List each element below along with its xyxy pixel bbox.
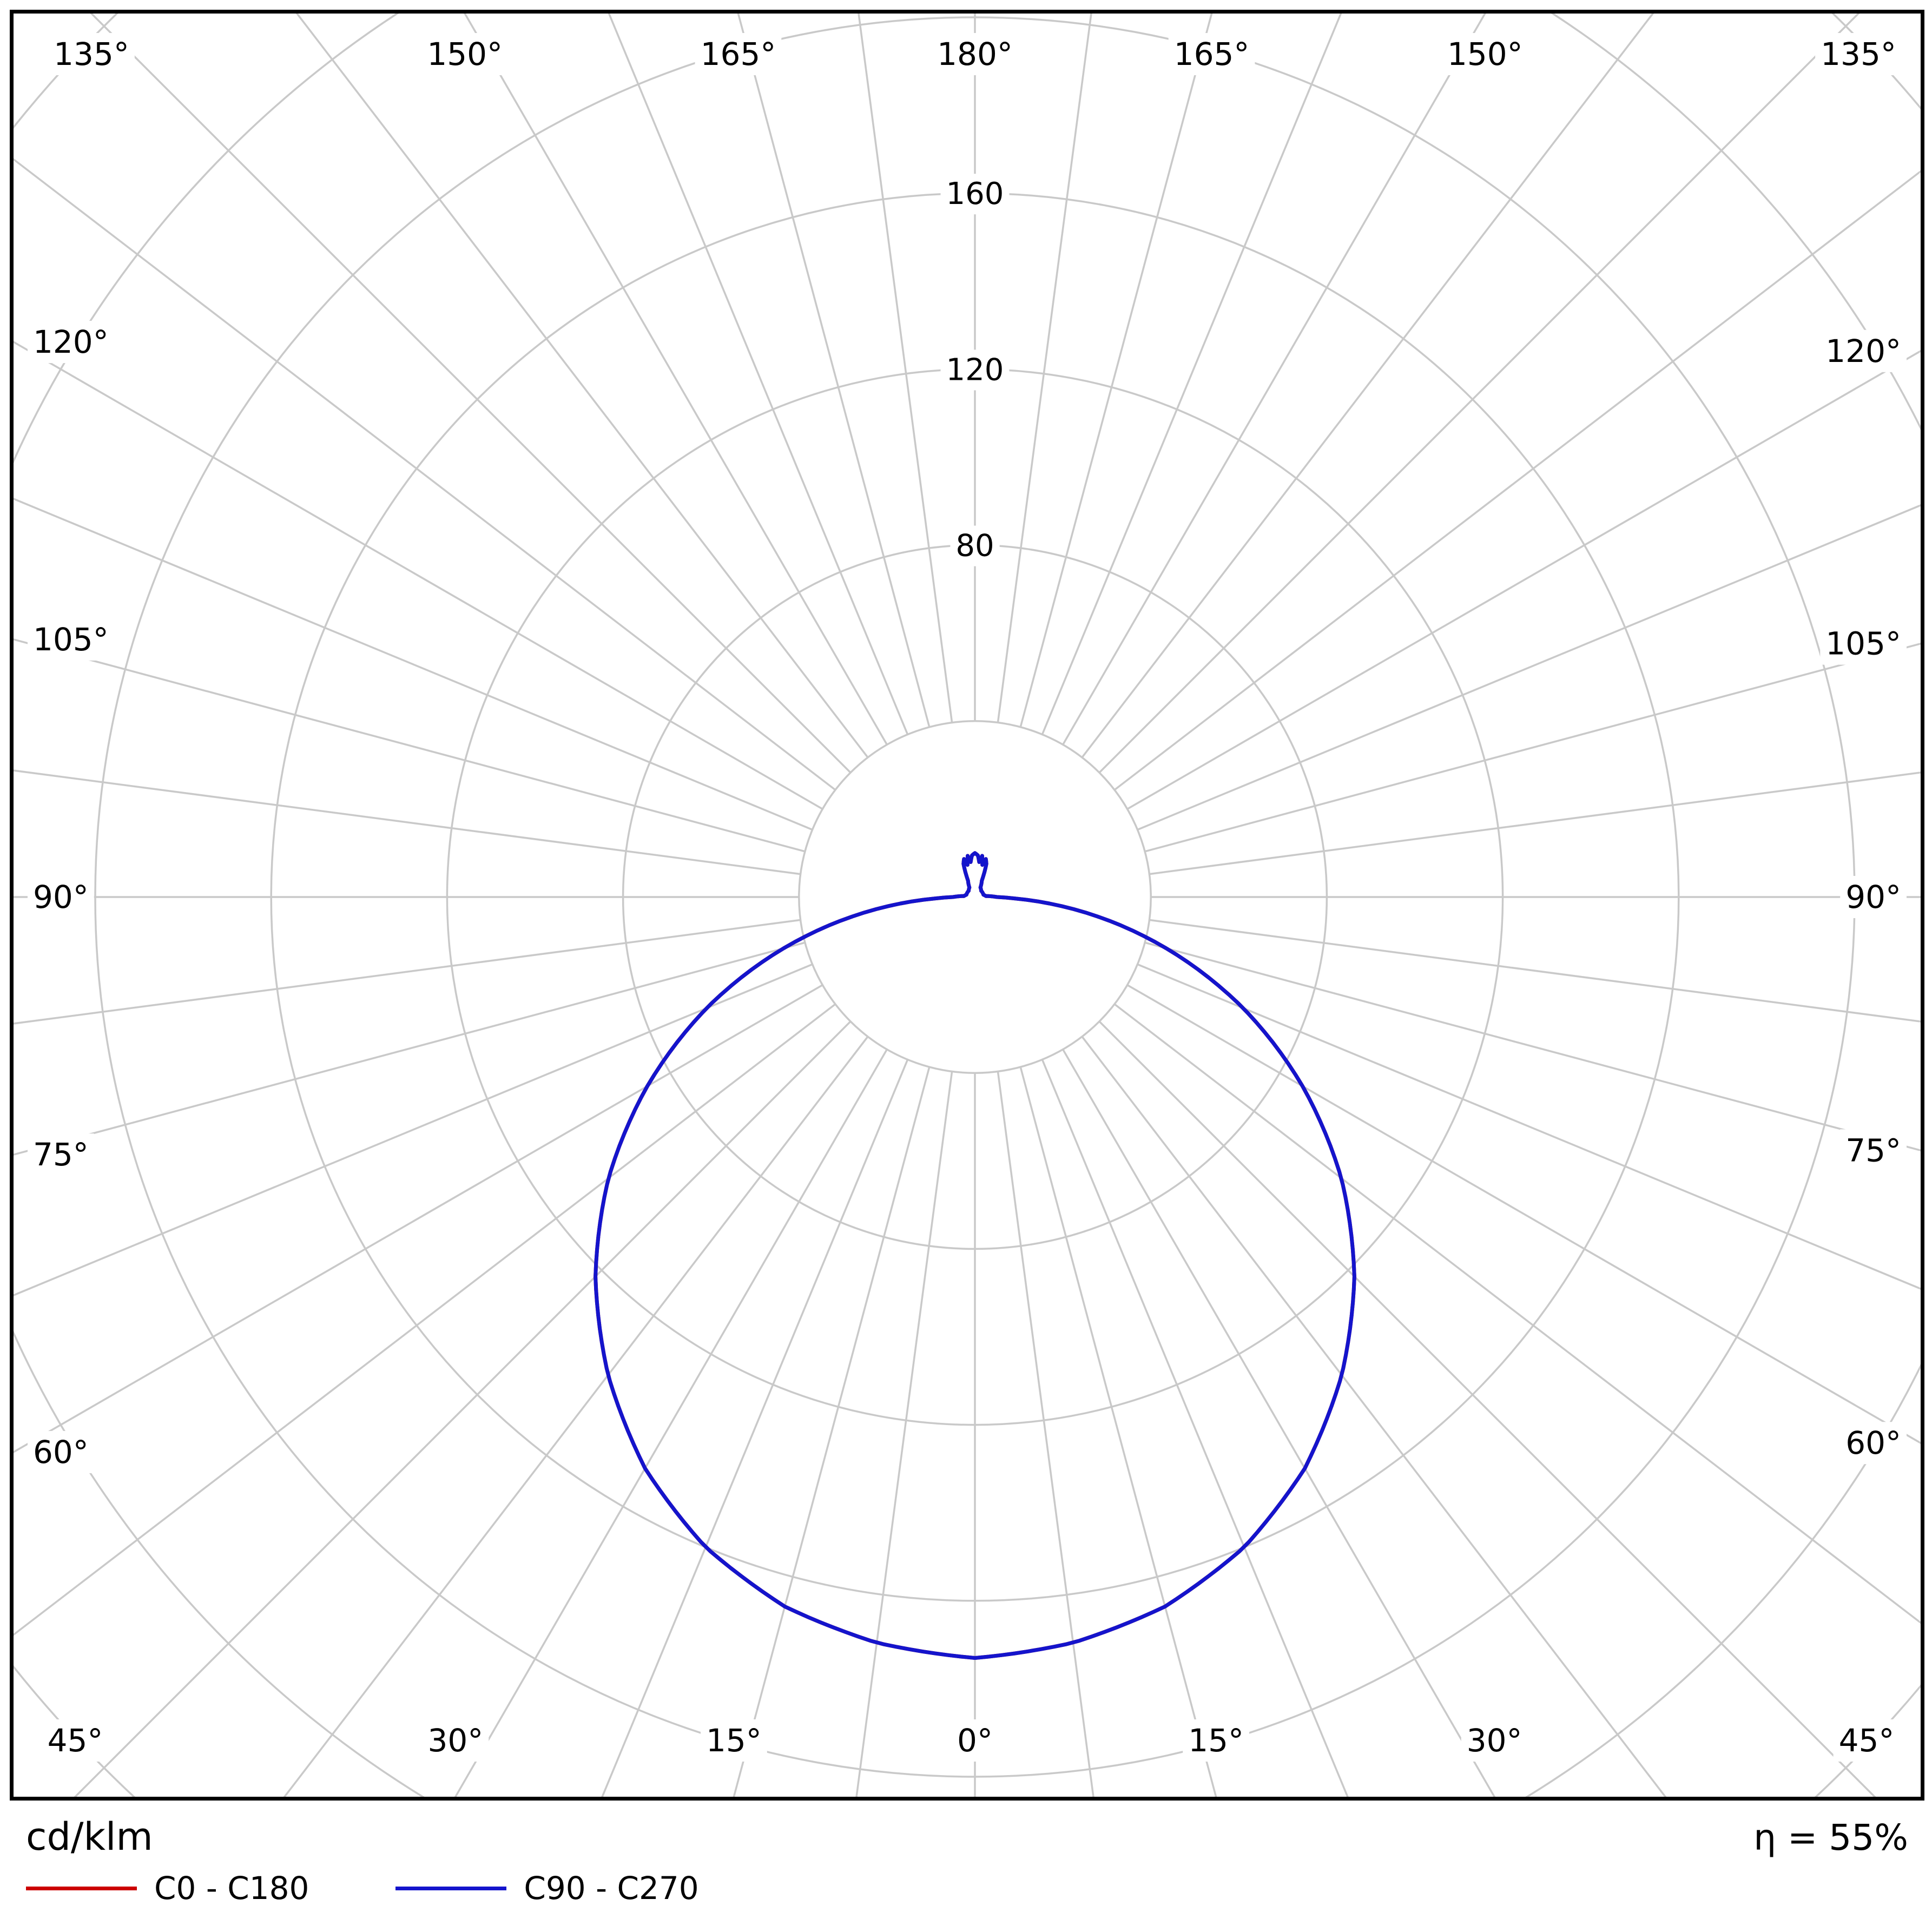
svg-text:75°: 75° — [33, 1136, 89, 1173]
legend: C0 - C180 C90 - C270 — [10, 1859, 1924, 1907]
svg-text:120: 120 — [946, 352, 1004, 387]
svg-text:60°: 60° — [1845, 1425, 1901, 1461]
units-label: cd/klm — [26, 1815, 153, 1859]
red-line-swatch-icon — [26, 1886, 137, 1890]
svg-text:135°: 135° — [54, 36, 129, 72]
svg-text:150°: 150° — [427, 36, 503, 72]
svg-text:80: 80 — [955, 529, 994, 564]
svg-text:30°: 30° — [1467, 1722, 1522, 1759]
svg-text:120°: 120° — [1825, 333, 1901, 370]
svg-text:90°: 90° — [1845, 879, 1901, 915]
svg-text:45°: 45° — [1839, 1722, 1895, 1759]
polar-plot-frame: 80 120 160 0° 15° 15° 30° 30° 45° 45° 60° 60° 75° 75°… — [10, 10, 1924, 1801]
svg-text:15°: 15° — [706, 1722, 762, 1759]
svg-text:120°: 120° — [33, 324, 109, 360]
svg-text:60°: 60° — [33, 1434, 89, 1471]
svg-text:0°: 0° — [957, 1722, 993, 1759]
footer-labels-row: cd/klm η = 55% — [10, 1805, 1924, 1859]
svg-text:150°: 150° — [1447, 36, 1523, 72]
legend-item-c0-c180: C0 - C180 — [26, 1870, 309, 1907]
svg-text:165°: 165° — [701, 36, 776, 72]
svg-text:165°: 165° — [1174, 36, 1250, 72]
svg-text:180°: 180° — [937, 36, 1013, 72]
svg-text:75°: 75° — [1845, 1132, 1901, 1169]
legend-item-c90-c270: C90 - C270 — [395, 1870, 699, 1907]
svg-text:105°: 105° — [1825, 625, 1901, 662]
svg-text:45°: 45° — [48, 1722, 103, 1759]
svg-text:90°: 90° — [33, 879, 89, 915]
svg-text:30°: 30° — [427, 1722, 483, 1759]
legend-label-c0-c180: C0 - C180 — [154, 1870, 309, 1907]
polar-chart: 80 120 160 0° 15° 15° 30° 30° 45° 45° 60° 60° 75° 75°… — [14, 14, 1921, 1797]
chart-footer: cd/klm η = 55% C0 - C180 C90 - C270 — [10, 1805, 1924, 1907]
svg-text:135°: 135° — [1821, 36, 1896, 72]
blue-line-swatch-icon — [395, 1886, 507, 1890]
efficiency-label: η = 55% — [1753, 1817, 1908, 1858]
svg-text:15°: 15° — [1188, 1722, 1244, 1759]
svg-text:105°: 105° — [33, 621, 109, 658]
svg-text:160: 160 — [946, 176, 1004, 212]
legend-label-c90-c270: C90 - C270 — [524, 1870, 699, 1907]
